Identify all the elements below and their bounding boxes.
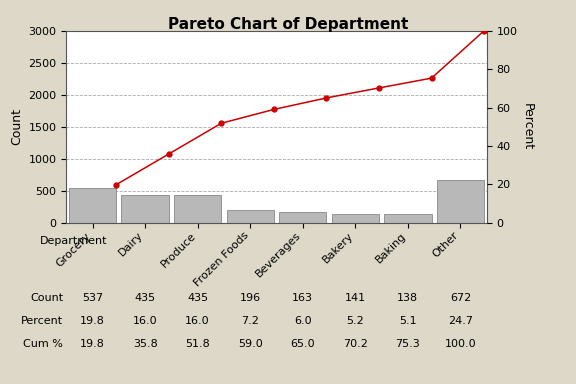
- Bar: [384, 214, 431, 223]
- Text: 5.2: 5.2: [346, 316, 364, 326]
- Text: Cum %: Cum %: [24, 339, 63, 349]
- Bar: [174, 195, 221, 223]
- Text: 35.8: 35.8: [132, 339, 157, 349]
- Text: 6.0: 6.0: [294, 316, 312, 326]
- Text: 19.8: 19.8: [80, 316, 105, 326]
- Text: 435: 435: [187, 293, 208, 303]
- Text: 7.2: 7.2: [241, 316, 259, 326]
- Text: 51.8: 51.8: [185, 339, 210, 349]
- Text: Percent: Percent: [21, 316, 63, 326]
- Text: 163: 163: [292, 293, 313, 303]
- Text: Count: Count: [30, 293, 63, 303]
- Bar: [226, 210, 274, 223]
- Text: 59.0: 59.0: [238, 339, 263, 349]
- Text: 16.0: 16.0: [185, 316, 210, 326]
- Text: 16.0: 16.0: [132, 316, 157, 326]
- Bar: [437, 180, 484, 223]
- Text: 24.7: 24.7: [448, 316, 473, 326]
- Text: 70.2: 70.2: [343, 339, 367, 349]
- Text: 5.1: 5.1: [399, 316, 416, 326]
- Text: 100.0: 100.0: [445, 339, 476, 349]
- Text: 19.8: 19.8: [80, 339, 105, 349]
- Text: 537: 537: [82, 293, 103, 303]
- Bar: [69, 189, 116, 223]
- Text: 435: 435: [135, 293, 156, 303]
- Text: Pareto Chart of Department: Pareto Chart of Department: [168, 17, 408, 32]
- Text: 65.0: 65.0: [290, 339, 315, 349]
- Bar: [332, 214, 379, 223]
- Text: 141: 141: [345, 293, 366, 303]
- Y-axis label: Count: Count: [10, 108, 23, 145]
- Bar: [279, 212, 327, 223]
- Text: 75.3: 75.3: [396, 339, 420, 349]
- Text: Department: Department: [40, 236, 108, 246]
- Bar: [122, 195, 169, 223]
- Text: 672: 672: [450, 293, 471, 303]
- Text: 138: 138: [397, 293, 418, 303]
- Text: 196: 196: [240, 293, 261, 303]
- Y-axis label: Percent: Percent: [521, 103, 534, 150]
